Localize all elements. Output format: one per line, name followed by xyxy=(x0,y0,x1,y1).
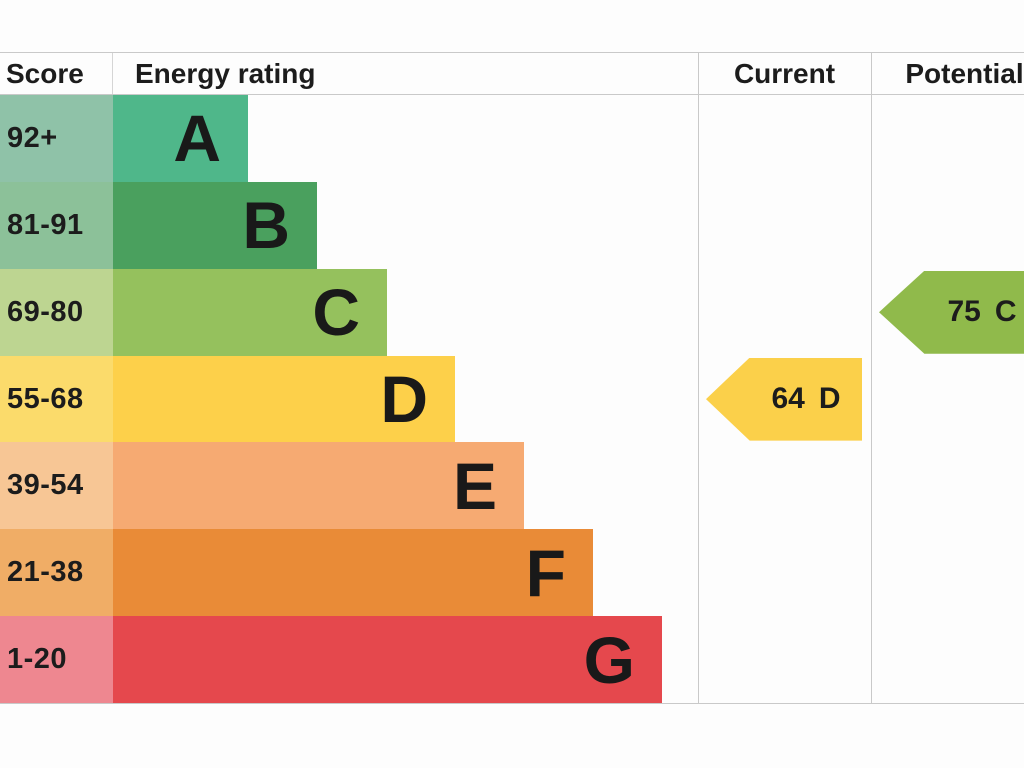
table-bottom-border xyxy=(0,703,1024,704)
band-row-a: 92+ A xyxy=(0,95,698,182)
header-energy-rating: Energy rating xyxy=(113,53,698,94)
band-bar: E xyxy=(113,442,524,530)
band-row-c: 69-80 C xyxy=(0,268,698,356)
band-row-b: 81-91 B xyxy=(0,181,698,269)
band-score-range: 92+ xyxy=(0,95,113,182)
band-bar: F xyxy=(113,529,593,617)
band-score-range: 21-38 xyxy=(0,529,113,617)
rating-bands: 92+ A 81-91 B 69-80 C 55-68 D 39-54 E 21-38 F 1-20 G xyxy=(0,95,698,704)
band-row-e: 39-54 E xyxy=(0,442,698,530)
header-energy-rating-label: Energy rating xyxy=(135,57,316,89)
band-grade-letter: E xyxy=(452,448,497,523)
band-row-f: 21-38 F xyxy=(0,529,698,617)
epc-rating-chart: Score Energy rating Current Potential 92… xyxy=(0,52,1024,704)
table-header: Score Energy rating Current Potential xyxy=(0,52,1024,95)
band-score-range: 39-54 xyxy=(0,442,113,530)
band-score-range: 81-91 xyxy=(0,181,113,269)
band-bar: C xyxy=(113,268,387,356)
current-grade-value: D xyxy=(818,382,841,416)
band-grade-letter: D xyxy=(380,362,428,436)
header-potential-label: Potential xyxy=(905,57,1024,89)
band-bar: B xyxy=(113,181,317,269)
band-score-range: 55-68 xyxy=(0,355,113,443)
header-current-label: Current xyxy=(733,57,836,89)
band-bar: G xyxy=(113,616,662,704)
band-row-g: 1-20 G xyxy=(0,616,698,704)
band-bar: D xyxy=(113,355,455,443)
potential-rating-arrow: 75 C xyxy=(879,270,1024,354)
header-current: Current xyxy=(698,53,871,94)
band-grade-letter: A xyxy=(173,101,221,176)
potential-grade-value: C xyxy=(994,295,1017,329)
potential-score-value: 75 xyxy=(947,295,981,329)
potential-column-divider xyxy=(871,52,872,703)
band-grade-letter: C xyxy=(312,275,360,350)
header-score: Score xyxy=(0,53,113,94)
band-bar: A xyxy=(113,95,248,182)
band-score-range: 69-80 xyxy=(0,268,113,356)
header-potential: Potential xyxy=(871,53,1024,94)
band-grade-letter: F xyxy=(525,535,566,610)
header-score-label: Score xyxy=(6,57,84,89)
current-column-divider xyxy=(698,52,699,703)
current-score-value: 64 xyxy=(771,382,805,416)
band-grade-letter: B xyxy=(242,188,290,263)
current-rating-arrow: 64 D xyxy=(706,357,862,441)
band-row-d: 55-68 D xyxy=(0,355,698,443)
band-grade-letter: G xyxy=(583,622,635,697)
band-score-range: 1-20 xyxy=(0,616,113,704)
